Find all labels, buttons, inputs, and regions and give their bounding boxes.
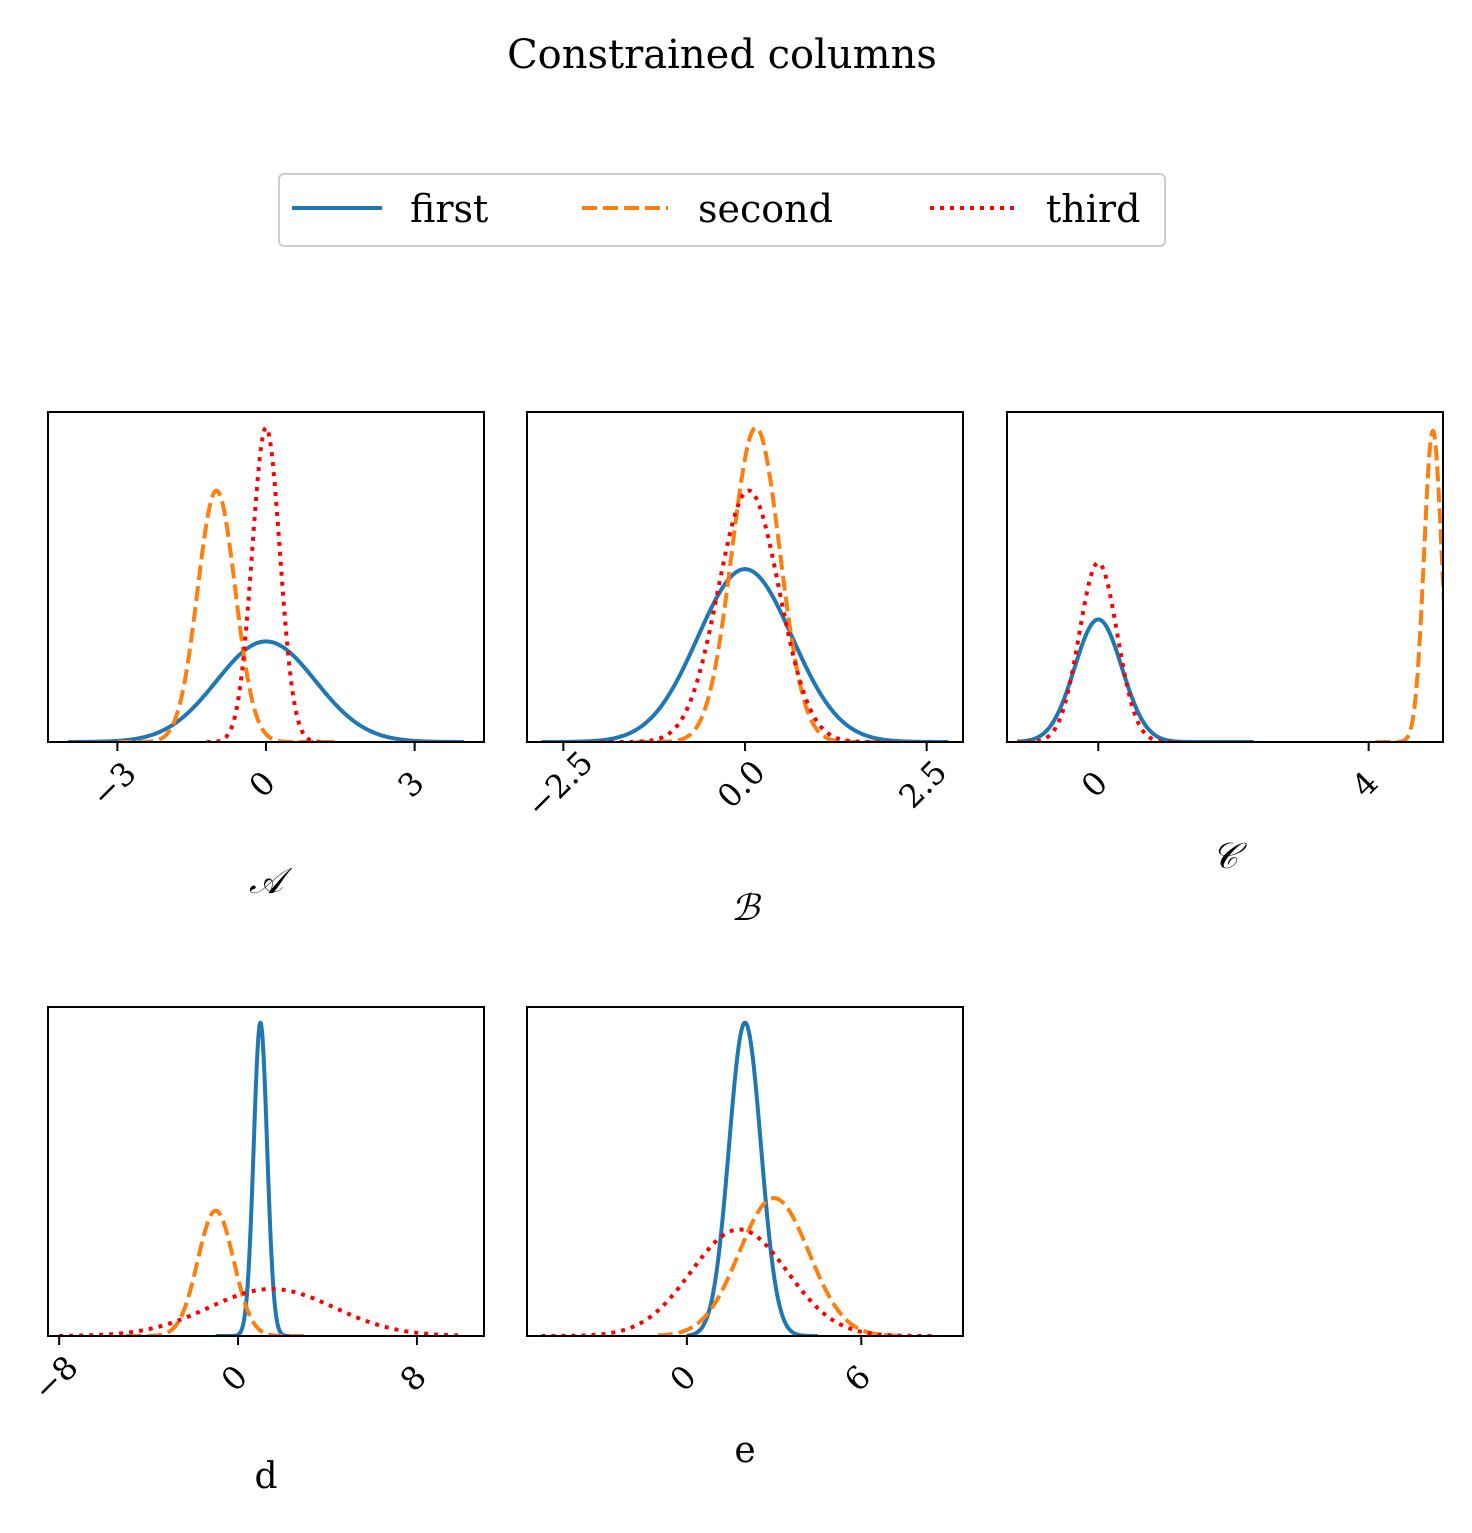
- panel-3-tick-label-2: 4: [1344, 764, 1385, 805]
- panel-1-curves: [67, 425, 465, 742]
- panel-5-frame: [526, 1006, 964, 1337]
- panel-3: 0 4 𝒞: [1006, 411, 1444, 877]
- panel-2-series-third: [598, 488, 892, 742]
- panel-3-tick-label-1: 0: [1074, 764, 1115, 805]
- panel-2-tick-label-2: 0.0: [710, 753, 773, 816]
- panel-5-tick-label-2: 6: [837, 1358, 878, 1399]
- legend-frame: [278, 173, 1166, 247]
- panel-5-series-third: [541, 1227, 935, 1336]
- panel-2-series-second: [634, 425, 877, 742]
- panel-1: −3 0 3 𝒜: [47, 411, 485, 902]
- panel-1-tick-label-1: −3: [83, 754, 143, 814]
- panel-1-tick-label-2: 0: [242, 764, 283, 805]
- panel-2: −2.5 0.0 2.5 ℬ: [519, 411, 964, 929]
- panel-2-series-first: [541, 567, 949, 742]
- panel-3-xlabel: 𝒞: [1212, 836, 1248, 877]
- panel-1-xlabel: 𝒜: [249, 861, 293, 902]
- panel-5-series-first: [685, 1020, 820, 1336]
- panel-1-series-second: [116, 488, 342, 742]
- panel-1-series-first: [67, 639, 465, 742]
- panel-3-curves: [1015, 428, 1443, 742]
- panel-4-tick-label-3: 8: [393, 1358, 434, 1399]
- legend-label-first: first: [410, 187, 488, 231]
- panel-2-curves: [541, 425, 949, 742]
- panel-4-tick-label-1: −8: [25, 1348, 85, 1408]
- panel-1-tick-label-3: 3: [390, 764, 431, 805]
- panel-2-tick-label-3: 2.5: [891, 753, 954, 816]
- panel-2-tick-label-1: −2.5: [519, 743, 601, 825]
- legend-label-second: second: [698, 187, 833, 231]
- panel-5-xlabel: e: [734, 1430, 755, 1471]
- panel-5-series-second: [656, 1196, 906, 1336]
- legend: first second third: [278, 173, 1166, 247]
- panel-1-series-third: [205, 425, 327, 742]
- panels: −3 0 3 𝒜 −2.5 0.0 2.5 ℬ 0 4 𝒞 −8 0 8 d 0 6 e: [25, 411, 1444, 1497]
- panel-2-xlabel: ℬ: [731, 888, 762, 929]
- panel-5: 0 6 e: [526, 1006, 964, 1471]
- panel-3-series-first: [1016, 617, 1255, 742]
- figure-title: Constrained columns: [507, 32, 937, 78]
- panel-4: −8 0 8 d: [25, 1006, 485, 1497]
- panel-4-xlabel: d: [254, 1456, 277, 1497]
- panel-5-curves: [541, 1020, 935, 1336]
- panel-1-frame: [47, 411, 485, 743]
- panel-3-series-second: [1373, 428, 1443, 742]
- panel-3-frame: [1006, 411, 1444, 743]
- panel-4-tick-label-2: 0: [214, 1358, 255, 1399]
- panel-4-frame: [47, 1006, 485, 1337]
- legend-label-third: third: [1046, 187, 1140, 231]
- panel-3-series-third: [1015, 560, 1181, 742]
- panel-5-tick-label-1: 0: [662, 1358, 703, 1399]
- panel-4-series-third: [58, 1287, 463, 1336]
- panel-4-curves: [58, 1020, 463, 1336]
